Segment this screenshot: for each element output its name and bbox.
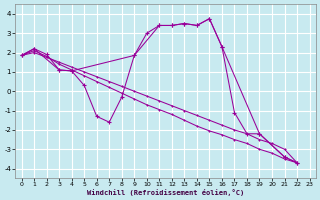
X-axis label: Windchill (Refroidissement éolien,°C): Windchill (Refroidissement éolien,°C) bbox=[87, 189, 244, 196]
